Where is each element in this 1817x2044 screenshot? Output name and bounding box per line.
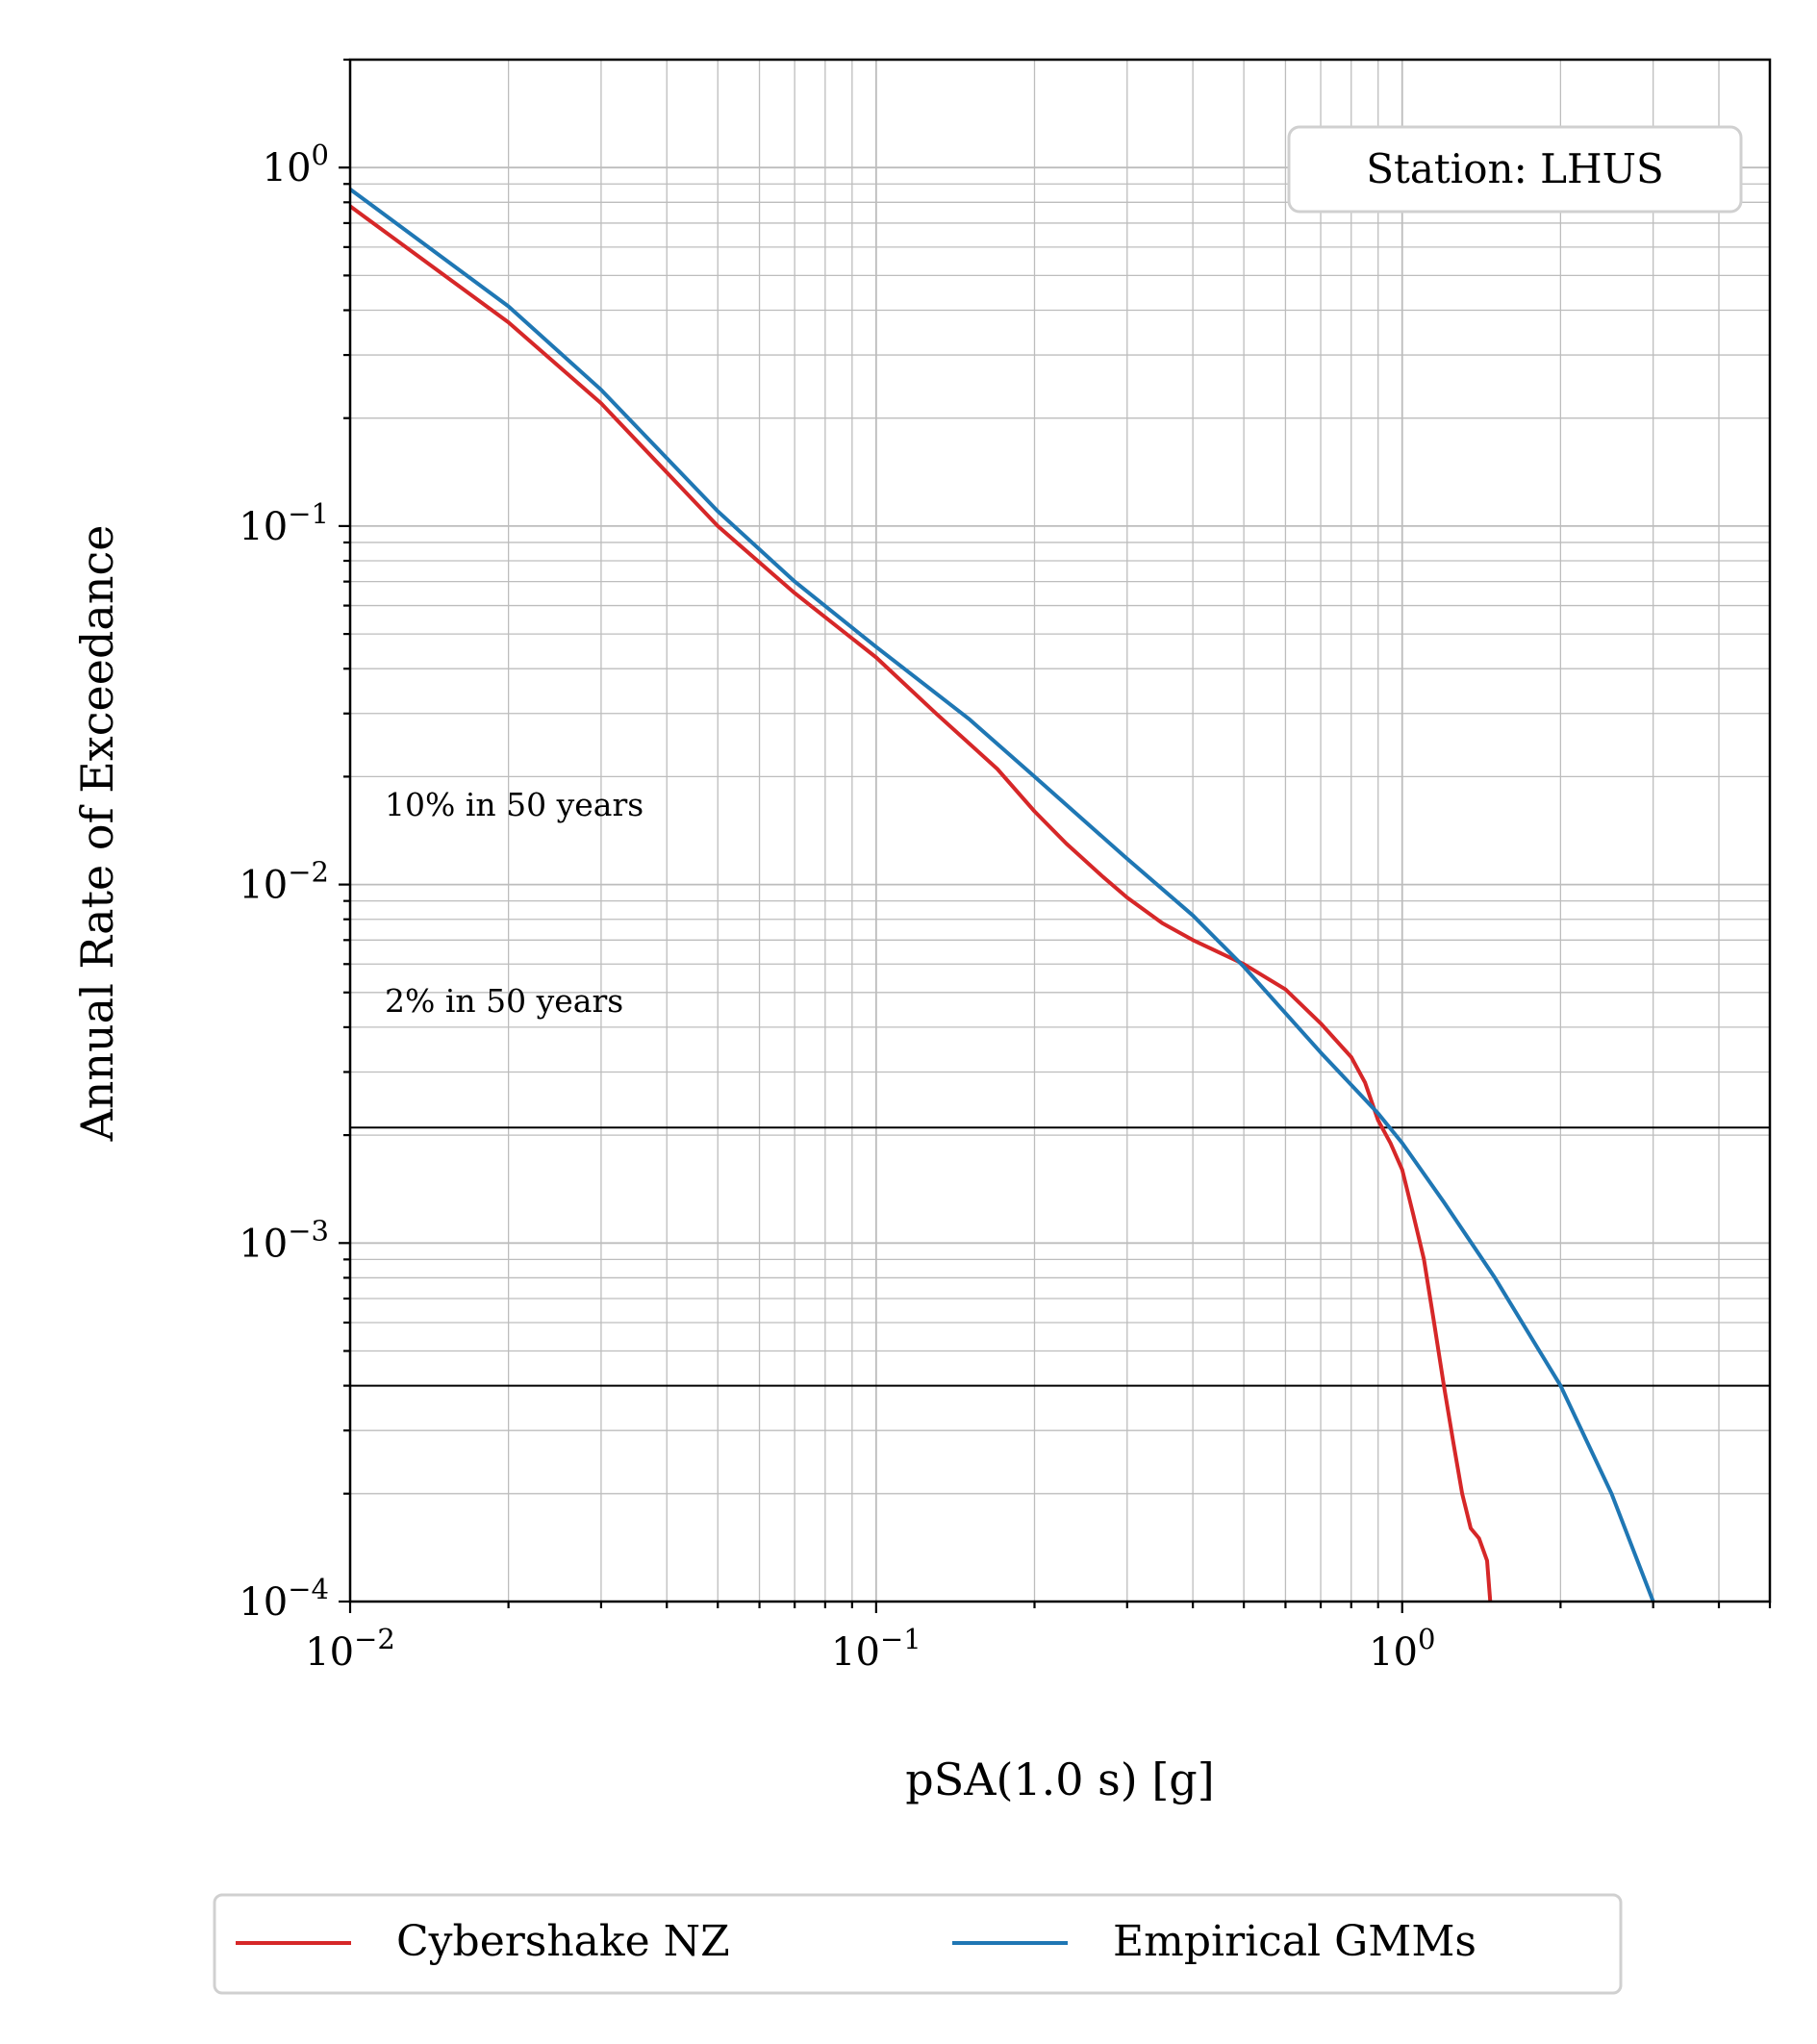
x-axis-label: pSA(1.0 s) [g]	[905, 1754, 1214, 1805]
legend-label-cybershake: Cybershake NZ	[396, 1917, 730, 1966]
x-tick-label: 10−2	[305, 1623, 395, 1675]
y-tick-label: 10−3	[239, 1214, 329, 1266]
axis-ticks	[339, 58, 1772, 1613]
y-tick-label: 100	[263, 139, 329, 190]
x-tick-label: 10−1	[831, 1623, 921, 1675]
plot-frame	[348, 58, 1772, 1603]
series-lines	[350, 188, 1655, 1602]
series-line-0	[350, 204, 1493, 1602]
axis-tick-labels: 10−2 10−1 100 10−4 10−3 10−2 10−1 100	[239, 139, 1435, 1675]
y-tick-label: 10−4	[239, 1573, 329, 1625]
station-badge-box	[1287, 125, 1743, 214]
hazard-label-2pct: 2% in 50 years	[385, 982, 623, 1020]
hazard-label-10pct: 10% in 50 years	[385, 786, 644, 823]
hazard-level-lines	[350, 1126, 1770, 1387]
legend-label-empirical: Empirical GMMs	[1113, 1917, 1476, 1966]
y-axis-label: Annual Rate of Exceedance	[71, 525, 123, 1143]
grid-lines	[349, 59, 1771, 1602]
station-label: Station: LHUS	[1366, 145, 1664, 192]
legend: Cybershake NZ Empirical GMMs	[213, 1893, 1623, 1995]
x-tick-label: 100	[1369, 1623, 1435, 1675]
y-tick-label: 10−2	[239, 856, 329, 908]
legend-box	[213, 1893, 1623, 1995]
series-line-1	[350, 188, 1655, 1602]
y-tick-label: 10−1	[239, 497, 329, 549]
station-badge: Station: LHUS	[1287, 125, 1743, 214]
